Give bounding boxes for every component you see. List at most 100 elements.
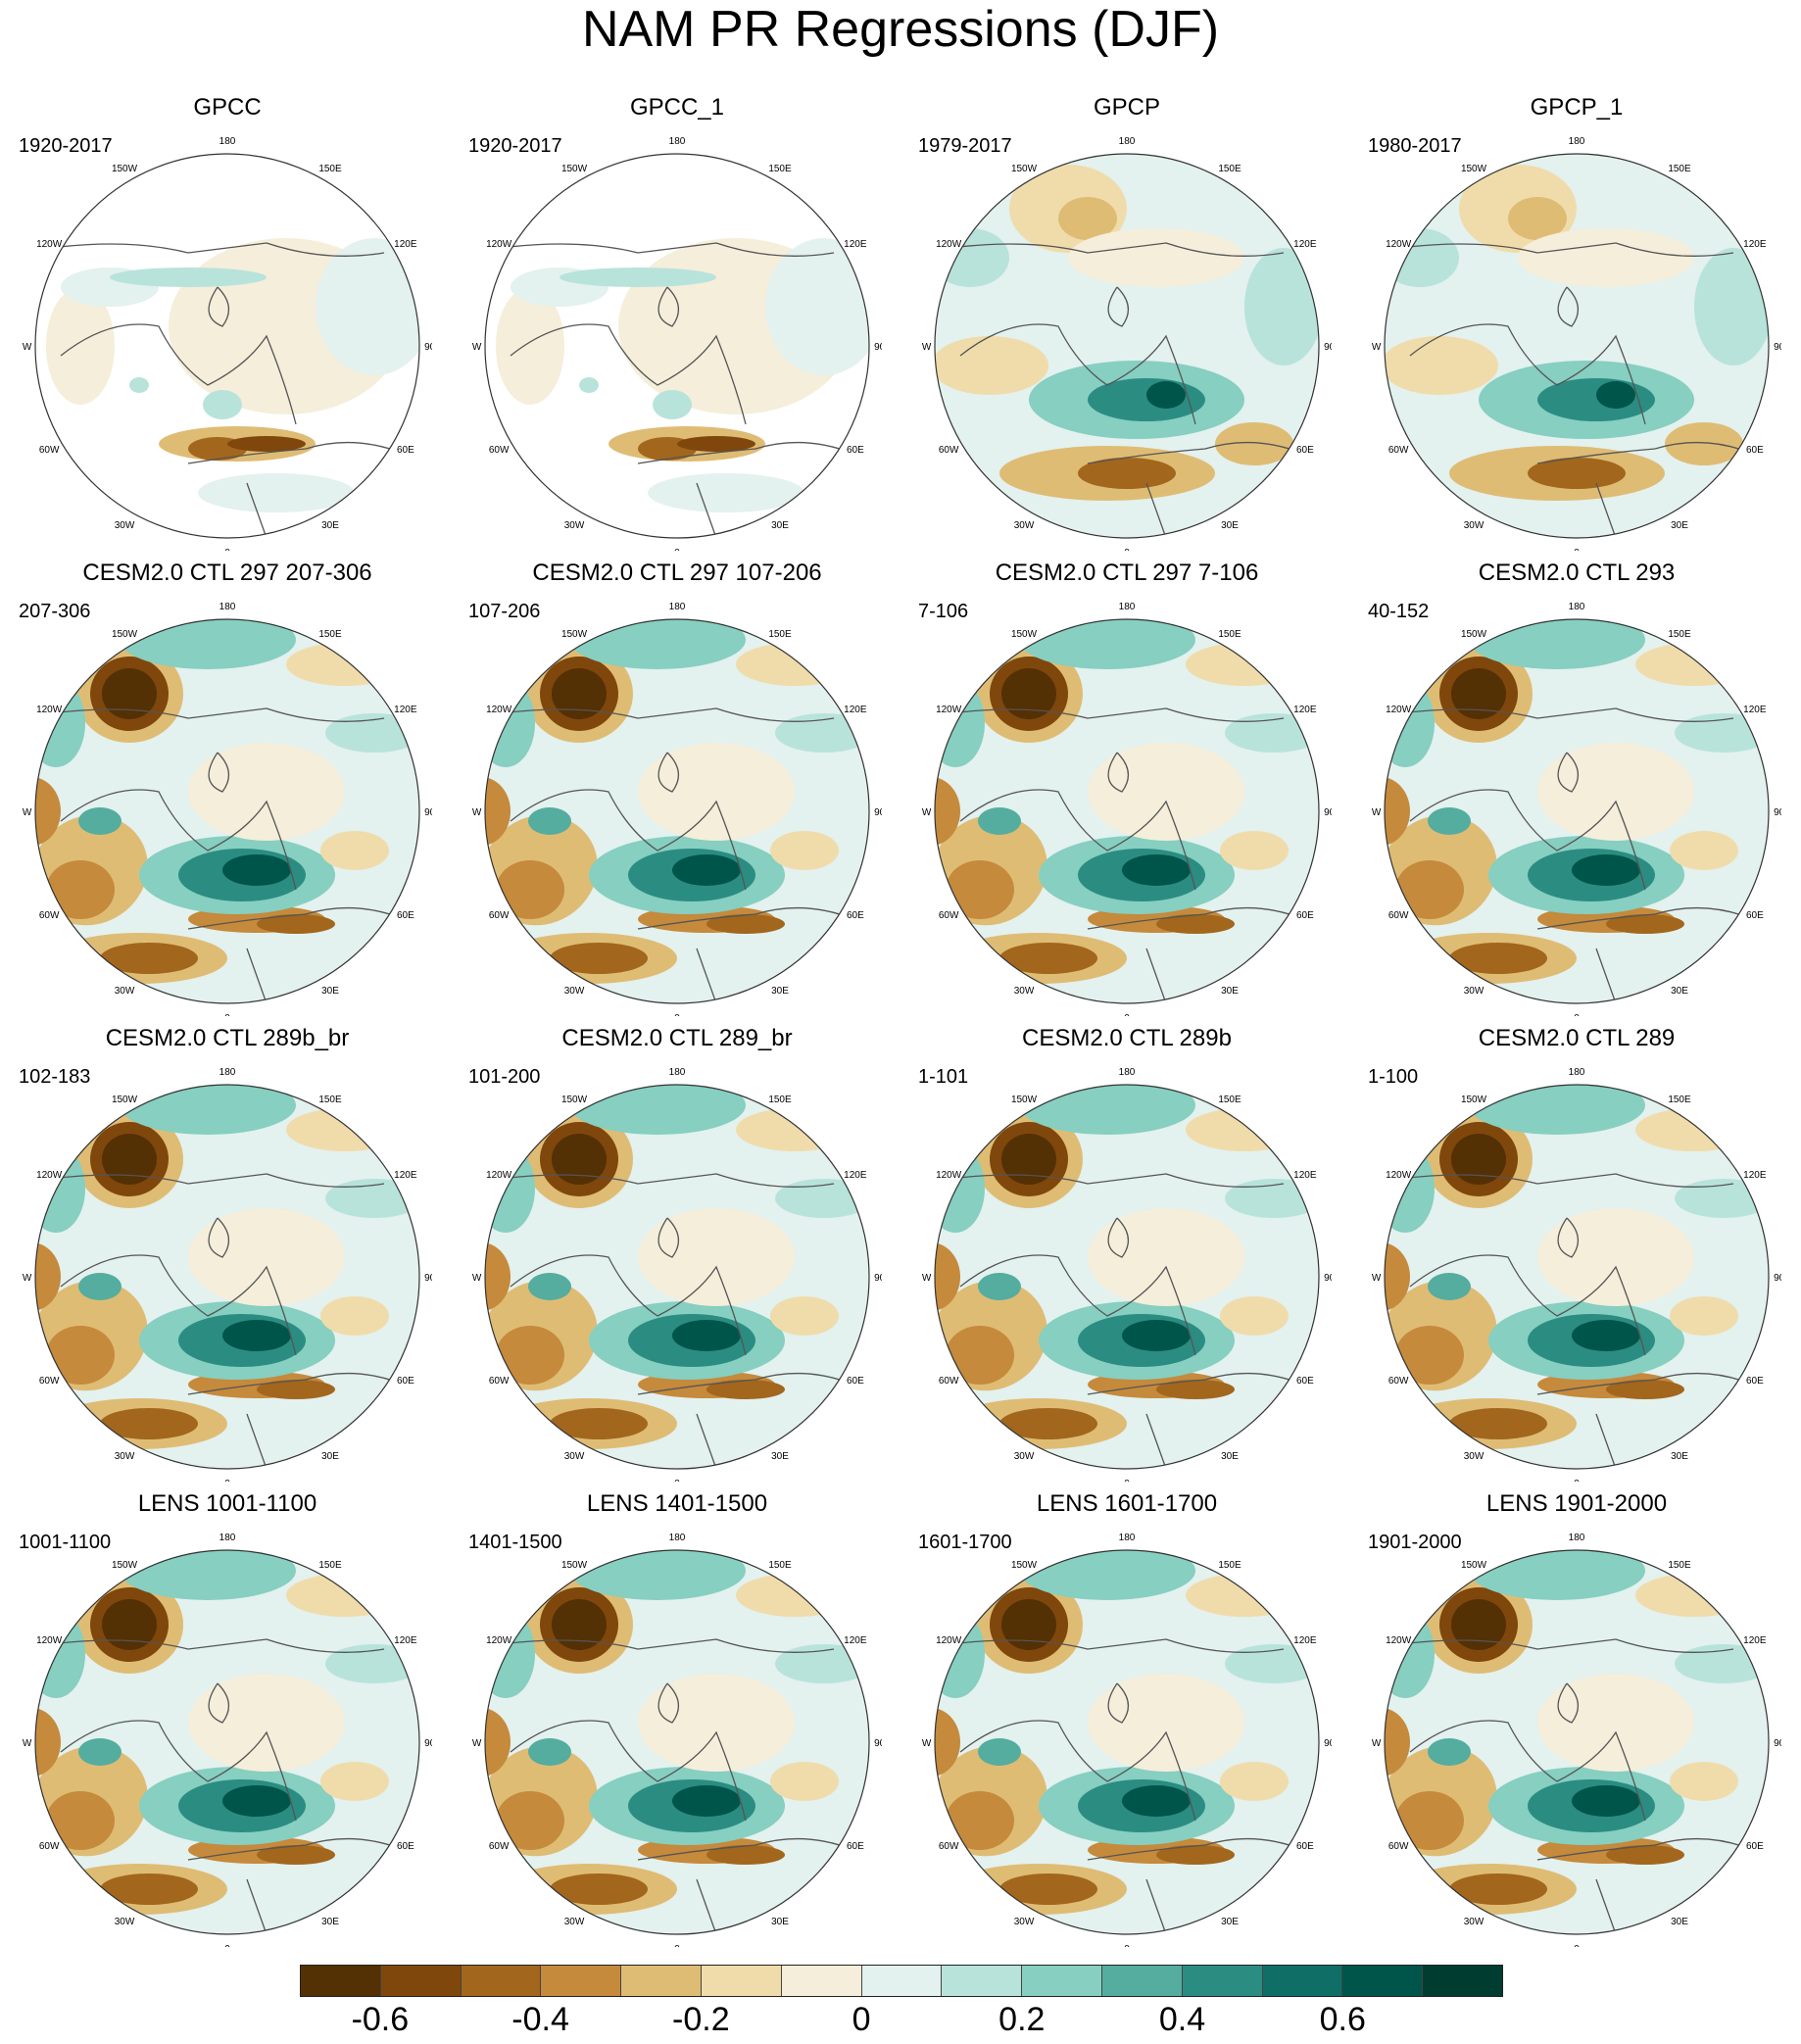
longitude-label: 60E: [1746, 910, 1764, 921]
anomaly: [1395, 1791, 1464, 1850]
longitude-label: 120E: [1293, 1635, 1317, 1646]
anomaly: [1019, 1550, 1195, 1600]
longitude-label: 150E: [318, 1560, 342, 1571]
map-boundary: [34, 618, 420, 1004]
longitude-label: 150E: [1218, 1095, 1241, 1105]
anomaly: [1449, 1408, 1547, 1439]
anomaly: [706, 1380, 785, 1399]
longitude-label: 60W: [489, 445, 510, 456]
longitude-label: 180: [1569, 602, 1585, 612]
longitude-label: 90W: [1372, 1738, 1382, 1749]
longitude-label: 90W: [23, 807, 32, 818]
longitude-label: 150E: [318, 164, 342, 174]
anomaly: [1635, 1108, 1753, 1151]
longitude-label: 60E: [1296, 910, 1314, 921]
panel-period-label: 1980-2017: [1368, 135, 1462, 157]
field-layer: [935, 1550, 1319, 1934]
longitude-label: 150E: [318, 1095, 342, 1105]
anomaly: [1156, 1380, 1235, 1399]
polar-map: 180 150E 120E 90E 60E 30E 0 30W 60W 90W 120W 150W: [472, 1067, 882, 1482]
longitude-label: 30W: [1014, 986, 1035, 997]
field-layer: [35, 154, 419, 538]
longitude-label: 60W: [1388, 910, 1409, 921]
longitude-label: 30E: [1221, 986, 1239, 997]
panel-title: CESM2.0 CTL 293: [1478, 560, 1676, 586]
longitude-label: 90W: [472, 1738, 482, 1749]
land-anomaly: [46, 287, 115, 405]
longitude-label: 180: [219, 136, 236, 147]
anomaly: [569, 1550, 746, 1600]
land-anomaly: [198, 473, 355, 512]
anomaly: [638, 1208, 795, 1306]
longitude-label: 180: [1569, 1067, 1585, 1078]
longitude-label: 30E: [771, 1917, 789, 1927]
anomaly: [946, 1326, 1014, 1385]
longitude-label: 60E: [847, 1841, 864, 1852]
longitude-label: 30E: [1221, 1917, 1239, 1927]
anomaly: [257, 1380, 335, 1399]
anomaly: [1385, 228, 1459, 287]
anomaly: [1122, 854, 1191, 886]
longitude-label: 90E: [874, 807, 882, 818]
map-boundary: [1384, 153, 1770, 539]
anomaly: [120, 619, 296, 669]
panel-title: CESM2.0 CTL 297 7-106: [995, 560, 1259, 586]
longitude-label: 30E: [771, 1451, 789, 1462]
longitude-label: 30E: [321, 1451, 339, 1462]
longitude-label: 0: [1124, 1013, 1130, 1016]
panel-period-label: 1-100: [1368, 1066, 1419, 1088]
anomaly: [569, 619, 746, 669]
anomaly: [1156, 1845, 1235, 1865]
longitude-label: 90W: [472, 342, 482, 353]
colorbar-swatch: [1342, 1966, 1424, 1996]
longitude-label: 180: [669, 602, 686, 612]
panel-period-label: 1901-2000: [1368, 1532, 1462, 1553]
field-layer: [35, 619, 419, 1003]
anomaly: [1122, 1320, 1191, 1351]
anomaly: [1395, 860, 1464, 919]
longitude-label: 120W: [486, 239, 512, 250]
longitude-label: 30E: [1671, 520, 1688, 531]
longitude-label: 120W: [486, 705, 512, 715]
longitude-label: 60W: [489, 1841, 510, 1852]
longitude-label: 120E: [394, 705, 417, 715]
longitude-label: 150W: [1011, 1095, 1038, 1105]
map-boundary: [934, 153, 1320, 539]
longitude-label: 30W: [1014, 520, 1035, 531]
anomaly: [1469, 1085, 1645, 1135]
anomaly: [1019, 1085, 1195, 1135]
longitude-label: 90W: [23, 342, 32, 353]
longitude-label: 60E: [847, 445, 864, 456]
land-anomaly: [765, 238, 869, 375]
anomaly: [1186, 1108, 1303, 1151]
map-boundary: [484, 153, 870, 539]
longitude-label: 90E: [874, 342, 882, 353]
map-panel: CESM2.0 CTL 297 207-306 207-306 180 150E 120…: [19, 560, 432, 1020]
longitude-label: 150E: [768, 629, 792, 640]
map-boundary: [34, 1549, 420, 1935]
anomaly: [1078, 458, 1176, 489]
colorbar-labels: -0.6 -0.4 -0.2 0 0.2 0.4 0.6: [0, 2001, 1801, 2044]
longitude-label: 30W: [564, 520, 585, 531]
anomaly: [550, 943, 648, 974]
anomaly: [1449, 943, 1547, 974]
colorbar-swatch: [541, 1966, 622, 1996]
polar-map: 180 150E 120E 90E 60E 30E 0 30W 60W 90W 120W 150W: [922, 602, 1332, 1016]
longitude-label: 120E: [394, 1635, 417, 1646]
anomaly: [1186, 1574, 1303, 1617]
longitude-label: 150W: [1461, 164, 1487, 174]
longitude-label: 120W: [936, 705, 962, 715]
anomaly: [1395, 1326, 1464, 1385]
longitude-label: 120W: [1386, 705, 1412, 715]
anomaly: [1088, 378, 1205, 421]
map-panel: CESM2.0 CTL 289b 1-101 180 150E 120E 90E 60E 30…: [918, 1025, 1332, 1485]
colorbar-swatch: [781, 1966, 862, 1996]
panel-title: CESM2.0 CTL 289: [1478, 1025, 1676, 1051]
field-layer: [485, 154, 869, 538]
colorbar-swatch: [301, 1966, 381, 1996]
longitude-label: 0: [674, 1479, 680, 1482]
longitude-label: 60W: [939, 910, 959, 921]
panel-title: GPCC_1: [629, 94, 725, 121]
longitude-label: 30W: [564, 1451, 585, 1462]
colorbar-swatch: [1262, 1966, 1343, 1996]
